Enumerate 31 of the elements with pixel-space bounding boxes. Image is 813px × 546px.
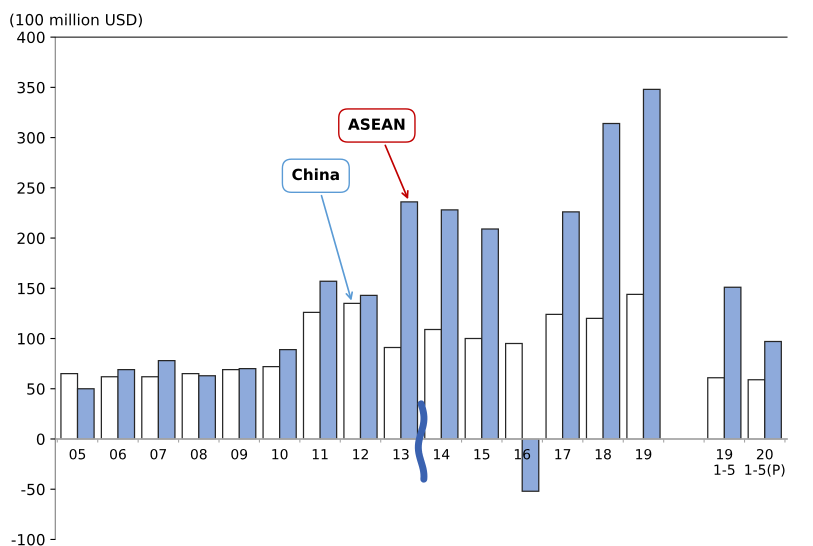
text: China bbox=[292, 168, 339, 180]
y-tick-label: 100 bbox=[18, 332, 45, 345]
y-tick-label: -50 bbox=[21, 484, 45, 496]
x-tick-label: 14 bbox=[434, 449, 450, 460]
x-tick-label: 17 bbox=[555, 449, 570, 460]
y-axis-title: (100 million USD) bbox=[10, 14, 142, 28]
x-tick-label: 19 1-5 bbox=[714, 448, 734, 476]
x-tick-label: 18 bbox=[596, 448, 611, 460]
x-tick-label: 09 bbox=[231, 448, 248, 460]
x-tick-label: 13 bbox=[394, 448, 409, 460]
bar bbox=[505, 342, 523, 440]
x-tick-label: 19 bbox=[636, 448, 652, 460]
y-tick-label: 200 bbox=[18, 232, 45, 244]
y-tick-label: 300 bbox=[18, 132, 45, 144]
text: ASEAN bbox=[348, 118, 404, 130]
y-tick-label: 0 bbox=[36, 433, 45, 446]
y-tick-label: 150 bbox=[18, 282, 45, 294]
x-tick-label: 10 bbox=[272, 448, 288, 460]
x-tick-label: 06 bbox=[110, 448, 126, 460]
y-tick-label: -100 bbox=[12, 534, 45, 546]
y-tick-label: 400 bbox=[17, 32, 45, 44]
x-tick-label: 15 bbox=[474, 449, 490, 460]
x-tick-label: 07 bbox=[150, 448, 166, 460]
y-tick-label: 50 bbox=[27, 383, 45, 395]
y-tick-label: 350 bbox=[18, 82, 45, 94]
y-tick-label: 250 bbox=[18, 182, 45, 194]
x-tick-label: 11 bbox=[312, 449, 328, 460]
x-tick-label: 12 bbox=[353, 448, 368, 460]
x-tick-label: 20 1-5(P) bbox=[745, 448, 785, 477]
x-tick-label: 08 bbox=[190, 448, 207, 460]
x-tick-label: 05 bbox=[70, 448, 86, 460]
